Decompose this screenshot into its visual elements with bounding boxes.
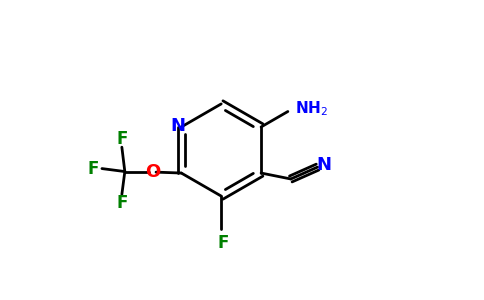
Text: N: N <box>170 117 185 135</box>
Text: F: F <box>116 194 128 212</box>
Text: NH$_2$: NH$_2$ <box>295 100 328 118</box>
Text: F: F <box>116 130 128 148</box>
Text: N: N <box>317 156 332 174</box>
Text: F: F <box>218 234 229 252</box>
Text: O: O <box>145 163 161 181</box>
Text: F: F <box>88 160 99 178</box>
